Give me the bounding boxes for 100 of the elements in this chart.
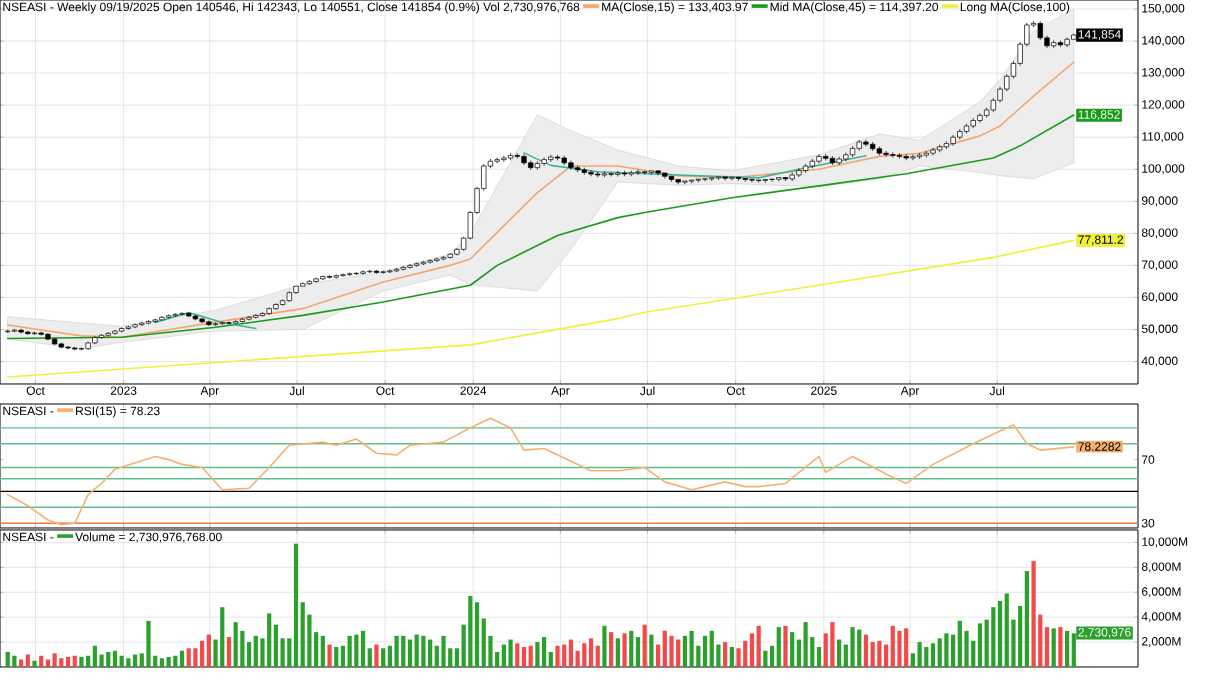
candlestick (1057, 40, 1064, 48)
bar (528, 645, 533, 667)
bar (354, 634, 359, 667)
bar (635, 637, 641, 667)
candlestick (51, 338, 58, 345)
bar (1058, 627, 1063, 667)
bar (702, 635, 708, 667)
bar (32, 660, 37, 667)
bar (119, 655, 124, 667)
bar (1051, 628, 1056, 667)
candlestick (916, 152, 923, 160)
bar (649, 634, 654, 667)
bar (414, 634, 419, 667)
bar (18, 659, 24, 667)
bar (381, 648, 386, 667)
bar (709, 630, 714, 667)
bar (568, 639, 574, 667)
bar (783, 625, 788, 667)
bar (736, 648, 741, 667)
candlestick (548, 154, 554, 163)
bar (501, 644, 506, 667)
bar (179, 650, 185, 667)
candlestick (568, 160, 574, 171)
bar (226, 637, 232, 667)
bar (588, 638, 594, 667)
bar (676, 639, 681, 667)
bar (360, 630, 366, 667)
candlestick (930, 147, 936, 156)
bar (45, 659, 51, 667)
bar (562, 644, 567, 667)
candlestick (621, 170, 628, 177)
candlestick (45, 333, 51, 340)
candlestick (574, 165, 581, 173)
bar (1065, 630, 1070, 667)
candlestick (836, 156, 842, 166)
bar (508, 639, 513, 667)
bar (609, 632, 614, 667)
bar (877, 640, 882, 667)
candlestick (983, 107, 990, 118)
bar (421, 635, 426, 667)
bar (468, 595, 473, 667)
bar (904, 628, 909, 667)
candlestick (85, 342, 91, 350)
bar (515, 643, 520, 667)
bar (749, 633, 755, 667)
bar (930, 643, 936, 667)
bar (334, 647, 339, 667)
line-series (6, 61, 1075, 338)
bar (830, 622, 835, 667)
bar (629, 630, 634, 667)
bar (394, 635, 399, 667)
candlestick (977, 112, 983, 124)
bar (642, 624, 647, 667)
bar (622, 633, 627, 667)
candlestick (286, 292, 292, 301)
bar (850, 627, 855, 667)
bar (535, 642, 540, 667)
candlestick (507, 152, 514, 161)
candlestick (1051, 40, 1057, 49)
bar (803, 622, 808, 667)
bar (615, 638, 620, 667)
bar (541, 637, 547, 667)
bar (106, 652, 111, 667)
bar (682, 635, 688, 667)
bar (407, 639, 413, 667)
bar (602, 625, 607, 667)
candlestick (957, 128, 963, 140)
bar (79, 657, 84, 667)
candlestick (937, 144, 943, 153)
bar (957, 620, 962, 667)
bar (52, 653, 57, 667)
bar (253, 635, 258, 667)
bar (173, 655, 178, 667)
bar (220, 607, 225, 667)
candlestick (843, 152, 849, 162)
bar (126, 658, 131, 667)
bar (756, 625, 761, 667)
bar (870, 642, 875, 667)
bar (428, 639, 433, 667)
candlestick (856, 139, 862, 151)
bar (441, 635, 446, 667)
candlestick (534, 160, 541, 171)
bar (146, 620, 151, 667)
bar (743, 640, 748, 667)
bar (937, 638, 942, 667)
bar (776, 627, 781, 667)
bar (72, 655, 77, 667)
bar (997, 600, 1003, 667)
bar (689, 630, 694, 667)
bar (944, 633, 949, 667)
bar (1004, 593, 1009, 667)
candlestick (601, 171, 608, 178)
bar (186, 648, 191, 667)
bar (159, 658, 165, 667)
bar (401, 635, 406, 667)
bar (890, 625, 895, 667)
candlestick (829, 155, 836, 166)
candlestick (802, 163, 809, 174)
bar (474, 602, 480, 667)
bar (857, 629, 862, 667)
